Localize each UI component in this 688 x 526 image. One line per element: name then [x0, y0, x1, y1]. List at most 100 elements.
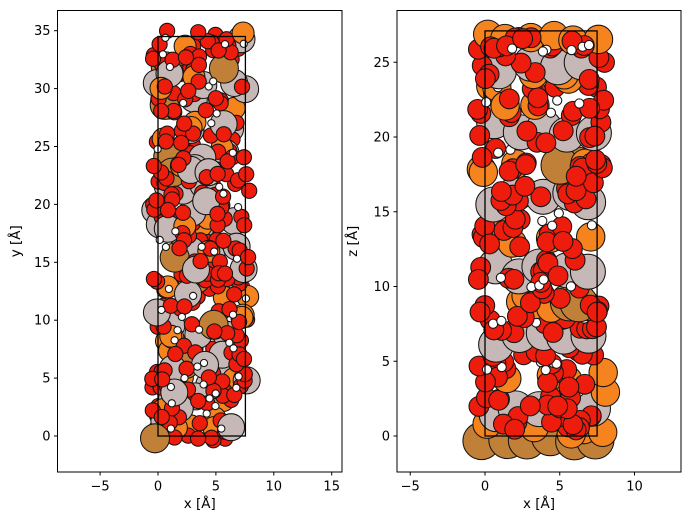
atom-red — [578, 68, 600, 90]
atom-red — [488, 389, 510, 411]
x-tick-label: 0 — [154, 480, 162, 495]
atom-white — [161, 242, 171, 252]
atom-red — [190, 56, 208, 74]
atom-white — [173, 326, 182, 335]
atom-red — [498, 88, 520, 110]
y-axis-label-left: y [Å] — [7, 225, 24, 257]
atom-red — [215, 232, 232, 249]
atom-red — [469, 301, 491, 323]
atom-red — [159, 201, 177, 219]
atom-white — [197, 242, 206, 251]
atom-red — [148, 192, 165, 209]
atom-red — [190, 73, 207, 90]
atom-white — [158, 50, 168, 59]
atoms-x-y — [139, 21, 261, 454]
atom-red — [226, 286, 243, 303]
atom-red — [467, 268, 489, 290]
atom-red — [515, 154, 537, 176]
atom-white — [565, 281, 577, 292]
axes-frame — [396, 10, 682, 473]
atom-red — [565, 165, 587, 187]
y-tick-label: 15 — [373, 205, 390, 220]
atom-white — [165, 62, 175, 72]
atom-white — [177, 312, 187, 322]
atom-white — [225, 338, 234, 347]
atom-red — [180, 82, 197, 100]
y-tick-label: 5 — [382, 355, 390, 370]
atom-white — [180, 373, 189, 383]
panel-xz-projection: −5 0 5 10 0 5 10 15 20 25 — [373, 10, 682, 495]
y-tick-label: 25 — [373, 56, 390, 71]
atom-white — [496, 315, 507, 327]
atom-red — [145, 270, 163, 288]
atom-red — [471, 146, 493, 168]
atom-red — [153, 408, 170, 426]
atom-white — [493, 147, 504, 158]
atom-white — [211, 389, 220, 398]
atom-white — [209, 77, 218, 86]
atom-red — [542, 322, 564, 343]
x-tick-label: −5 — [401, 480, 420, 495]
atom-red — [189, 430, 207, 447]
y-tick-label: 10 — [34, 314, 51, 329]
atom-white — [188, 291, 198, 301]
atom-white — [179, 98, 188, 108]
atom-red — [547, 265, 569, 287]
x-tick-label: 5 — [212, 480, 220, 495]
y-tick-label: 0 — [382, 430, 390, 445]
atom-red — [235, 149, 253, 166]
x-tick-label: 10 — [626, 480, 643, 495]
atom-red — [176, 115, 193, 132]
atom-red — [177, 49, 195, 66]
atom-white — [233, 202, 243, 212]
atom-white — [545, 107, 557, 118]
atom-white — [211, 401, 220, 411]
atom-red — [584, 125, 606, 147]
atom-white — [210, 247, 219, 256]
atoms-x-z — [462, 19, 621, 461]
atom-white — [574, 98, 585, 109]
atom-white — [199, 358, 209, 368]
atom-white — [586, 220, 598, 231]
y-tick-label: 35 — [34, 24, 51, 39]
atom-red — [233, 78, 251, 95]
atom-red — [167, 345, 184, 363]
atom-red — [530, 186, 552, 208]
atom-white — [495, 272, 507, 283]
atom-red — [504, 418, 526, 440]
z-axis-label-right: z [Å] — [344, 226, 361, 257]
atom-red — [206, 323, 223, 340]
atom-red — [509, 236, 531, 258]
atom-white — [161, 33, 170, 42]
y-tick-label: 5 — [42, 372, 50, 387]
atom-white — [537, 46, 549, 57]
y-tick-label: 20 — [34, 198, 51, 213]
atom-white — [506, 43, 518, 54]
atom-white — [155, 235, 164, 245]
atom-red — [156, 78, 173, 95]
atom-white — [171, 227, 180, 236]
atom-red — [190, 392, 207, 410]
atom-red — [236, 217, 253, 234]
x-tick-label: 15 — [323, 480, 340, 495]
y-tick-label: 20 — [373, 131, 390, 146]
atom-white — [481, 364, 493, 375]
atom-red — [207, 90, 225, 107]
atom-red — [512, 28, 534, 50]
atom-white — [207, 119, 216, 128]
atom-red — [162, 297, 179, 314]
y-tick-label: 15 — [34, 256, 51, 271]
unit-cell-box — [484, 30, 598, 437]
atom-white — [583, 39, 595, 51]
y-tick-label: 30 — [34, 82, 51, 97]
atom-red — [176, 298, 193, 315]
atom-red — [197, 102, 215, 119]
atom-red — [519, 395, 541, 417]
atom-red — [171, 240, 188, 257]
axes-frame — [57, 10, 343, 473]
atom-red — [514, 175, 536, 197]
atom-red — [239, 248, 257, 266]
atom-white — [166, 382, 176, 392]
atom-white — [553, 208, 564, 219]
